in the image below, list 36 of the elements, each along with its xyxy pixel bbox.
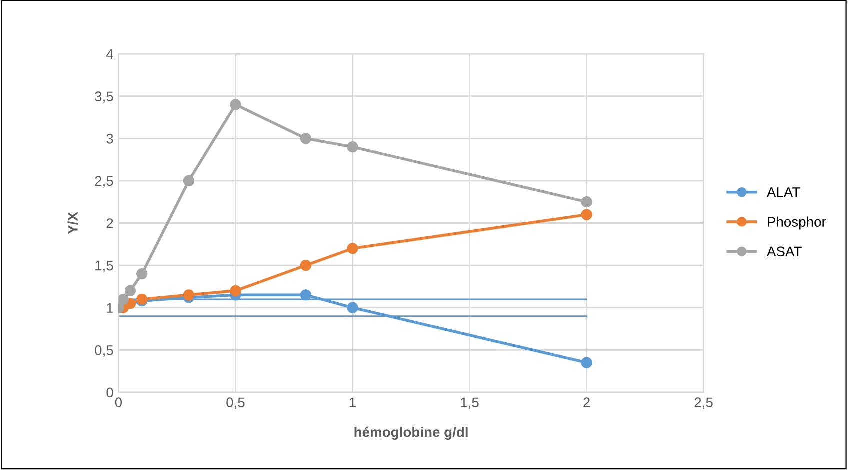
point (183, 290, 194, 301)
y-tick-label: 2,5 (95, 176, 114, 188)
point (347, 302, 358, 314)
y-tick-label: 0 (106, 388, 114, 398)
y-tick-label: 0,5 (95, 345, 114, 357)
point (300, 290, 312, 301)
point (581, 209, 592, 220)
legend-label: Phosphor (768, 216, 826, 230)
point (230, 285, 242, 296)
y-tick-label: 1,5 (96, 261, 114, 272)
legend-label: ALAT (766, 188, 800, 198)
point (183, 175, 194, 187)
x-axis-title: hémoglobine g/dl (354, 426, 468, 440)
x-tick-label: 2,5 (694, 398, 713, 410)
y-tick-label: 4 (106, 50, 114, 60)
point (347, 243, 358, 254)
x-tick-label: 0 (115, 398, 122, 408)
point (300, 260, 312, 272)
y-tick-label: 3 (106, 134, 114, 144)
point (581, 357, 592, 368)
y-tick-label: 3,5 (95, 92, 114, 104)
point (347, 142, 358, 153)
x-tick-label: 1,5 (461, 398, 479, 410)
legend-label: ASAT (766, 246, 802, 257)
point (581, 196, 592, 208)
point (136, 268, 148, 280)
x-tick-label: 1 (350, 398, 356, 408)
y-axis-title: Y/X (68, 212, 78, 234)
point (230, 99, 242, 110)
y-tick-label: 1 (107, 303, 114, 313)
point (300, 133, 312, 144)
x-tick-label: 0,5 (226, 398, 245, 410)
point (124, 285, 136, 296)
x-tick-label: 2 (584, 398, 590, 408)
point (118, 294, 129, 305)
y-tick-label: 2 (106, 218, 114, 228)
